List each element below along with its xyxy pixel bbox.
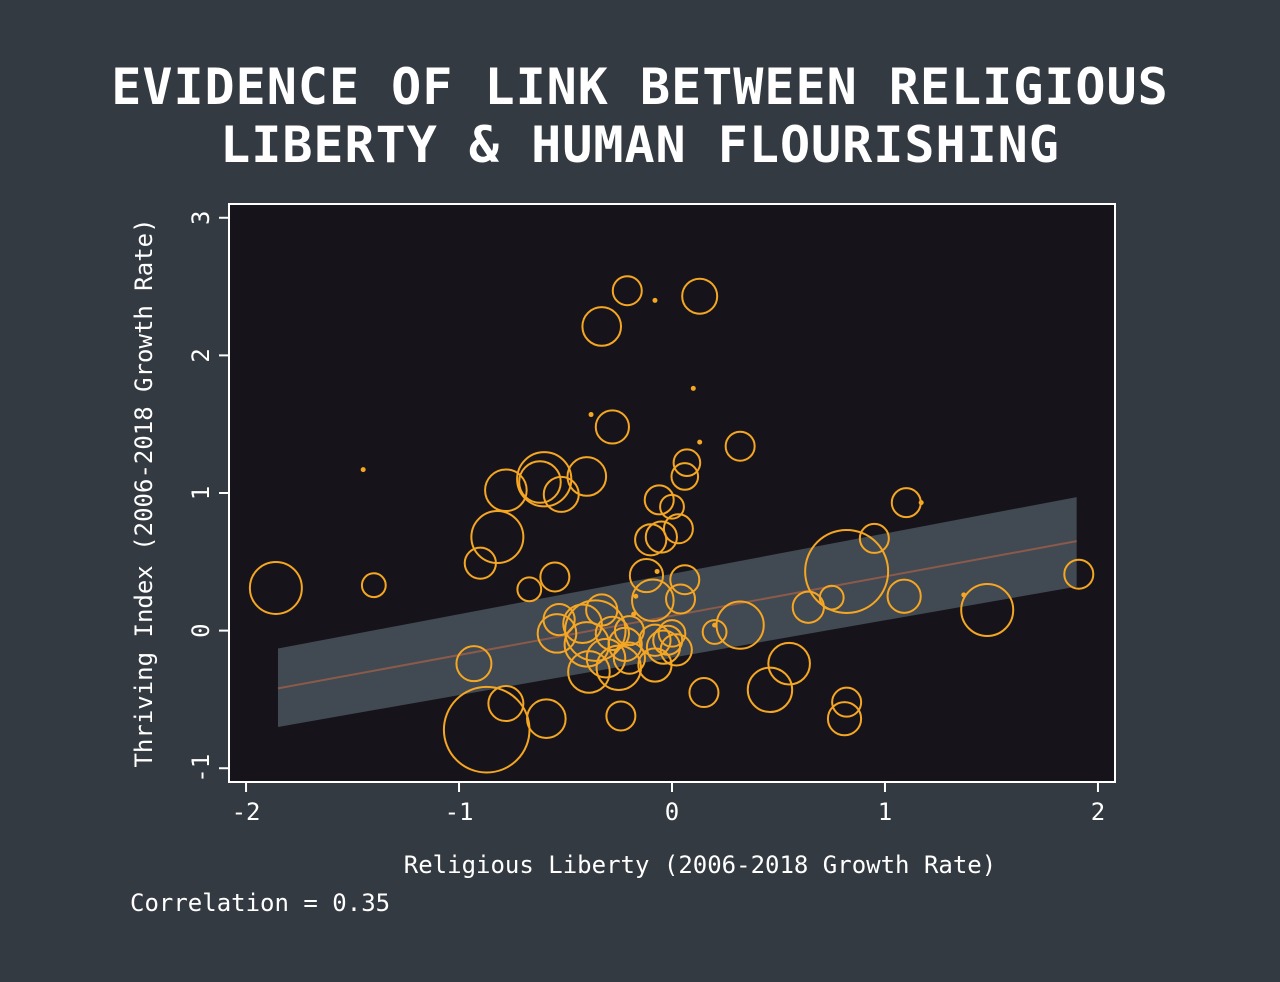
data-point xyxy=(858,522,890,554)
x-tick-label: -2 xyxy=(232,798,261,826)
data-point xyxy=(643,484,675,516)
correlation-note: Correlation = 0.35 xyxy=(130,889,391,917)
data-point xyxy=(654,568,660,574)
data-point xyxy=(804,528,890,614)
data-point xyxy=(644,520,678,554)
data-points xyxy=(248,275,1095,774)
x-tick-label: 1 xyxy=(878,798,892,826)
y-tick-label: 0 xyxy=(187,623,215,637)
data-point xyxy=(360,572,387,599)
data-point xyxy=(594,615,630,651)
data-point xyxy=(588,412,594,418)
data-point xyxy=(672,448,702,478)
data-point xyxy=(633,593,639,599)
data-point xyxy=(659,493,685,520)
confidence-band xyxy=(277,497,1077,727)
data-point xyxy=(455,645,493,683)
data-point xyxy=(697,439,703,445)
data-point xyxy=(669,564,701,596)
data-point xyxy=(637,647,673,683)
data-point xyxy=(670,462,700,491)
y-tick-label: 2 xyxy=(187,348,215,362)
data-point xyxy=(1063,558,1095,590)
data-point xyxy=(360,467,366,473)
data-point xyxy=(562,603,603,645)
data-point xyxy=(662,513,694,545)
data-point xyxy=(628,557,665,594)
data-point xyxy=(767,641,811,686)
data-point xyxy=(634,523,668,557)
data-point xyxy=(746,666,794,713)
x-axis-title: Religious Liberty (2006-2018 Growth Rate… xyxy=(404,851,996,879)
data-point xyxy=(526,698,567,739)
y-tick-label: 1 xyxy=(187,486,215,500)
chart-title-line-1: EVIDENCE OF LINK BETWEEN RELIGIOUS xyxy=(111,58,1169,116)
x-tick-label: 2 xyxy=(1091,798,1105,826)
data-point xyxy=(681,277,719,315)
data-point xyxy=(690,385,696,391)
data-point xyxy=(484,468,528,513)
data-point xyxy=(665,583,697,615)
x-tick-label: -1 xyxy=(445,798,474,826)
data-point xyxy=(594,409,630,445)
chart-title: EVIDENCE OF LINK BETWEEN RELIGIOUS LIBER… xyxy=(0,58,1280,174)
x-axis: -2 -1 0 1 2 xyxy=(232,782,1105,826)
y-tick-label: 3 xyxy=(187,211,215,225)
data-point xyxy=(831,686,863,718)
data-point xyxy=(652,297,658,303)
data-point xyxy=(605,700,637,732)
data-point xyxy=(688,677,720,709)
data-point xyxy=(631,578,675,623)
data-point xyxy=(248,560,303,615)
data-point xyxy=(536,613,578,654)
data-point xyxy=(631,611,637,617)
data-point xyxy=(585,637,627,679)
data-point xyxy=(470,510,525,565)
data-point xyxy=(715,600,765,650)
data-point xyxy=(585,593,619,627)
data-point xyxy=(826,701,863,737)
data-point xyxy=(518,460,562,504)
data-point xyxy=(886,578,922,614)
data-point xyxy=(612,641,647,675)
trend-line xyxy=(277,540,1077,690)
data-point xyxy=(516,576,543,603)
chart-title-line-2: LIBERTY & HUMAN FLOURISHING xyxy=(220,116,1060,174)
data-point xyxy=(581,306,623,347)
data-point xyxy=(487,685,525,723)
data-point xyxy=(566,456,608,497)
data-point xyxy=(564,599,627,662)
data-point xyxy=(918,500,924,506)
data-point xyxy=(701,619,728,645)
data-point xyxy=(611,275,643,307)
data-point xyxy=(539,561,571,593)
y-tick-label: -1 xyxy=(187,754,215,783)
x-tick-label: 0 xyxy=(665,798,679,826)
y-axis-title: Thriving Index (2006-2018 Growth Rate) xyxy=(130,218,158,767)
data-point xyxy=(657,619,687,648)
y-axis: -1 0 1 2 3 xyxy=(187,211,229,783)
data-point xyxy=(607,626,643,662)
data-point xyxy=(724,430,756,462)
data-point xyxy=(638,623,672,657)
data-point xyxy=(960,582,1015,637)
